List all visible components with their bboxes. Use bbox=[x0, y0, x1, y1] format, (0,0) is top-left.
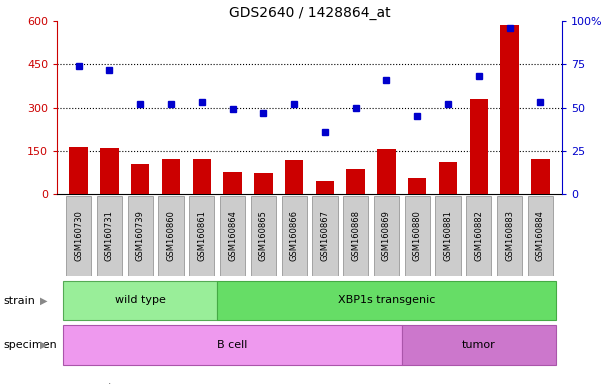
Text: GSM160869: GSM160869 bbox=[382, 210, 391, 261]
Bar bbox=[439, 162, 457, 194]
FancyBboxPatch shape bbox=[404, 195, 430, 276]
FancyBboxPatch shape bbox=[343, 195, 368, 276]
FancyBboxPatch shape bbox=[63, 281, 217, 320]
Bar bbox=[469, 99, 488, 194]
FancyBboxPatch shape bbox=[374, 195, 399, 276]
Bar bbox=[285, 160, 304, 194]
FancyBboxPatch shape bbox=[528, 195, 553, 276]
FancyBboxPatch shape bbox=[217, 281, 556, 320]
Text: B cell: B cell bbox=[218, 339, 248, 350]
Text: GSM160864: GSM160864 bbox=[228, 210, 237, 261]
Bar bbox=[224, 172, 242, 194]
FancyBboxPatch shape bbox=[127, 195, 153, 276]
Text: GSM160860: GSM160860 bbox=[166, 210, 175, 261]
Bar bbox=[131, 164, 150, 194]
Bar bbox=[531, 159, 550, 194]
Text: count: count bbox=[81, 383, 112, 384]
FancyBboxPatch shape bbox=[63, 325, 402, 364]
Bar bbox=[162, 159, 180, 194]
Text: tumor: tumor bbox=[462, 339, 496, 350]
Text: GSM160868: GSM160868 bbox=[351, 210, 360, 261]
Text: wild type: wild type bbox=[115, 295, 166, 306]
FancyBboxPatch shape bbox=[466, 195, 492, 276]
Text: GSM160867: GSM160867 bbox=[320, 210, 329, 261]
Bar bbox=[69, 147, 88, 194]
Bar bbox=[316, 181, 334, 194]
FancyBboxPatch shape bbox=[159, 195, 184, 276]
Bar bbox=[254, 173, 273, 194]
Bar bbox=[346, 169, 365, 194]
Text: GSM160883: GSM160883 bbox=[505, 210, 514, 261]
Text: ■: ■ bbox=[60, 381, 72, 384]
Text: GSM160865: GSM160865 bbox=[259, 210, 268, 261]
Text: GSM160731: GSM160731 bbox=[105, 210, 114, 261]
Text: GSM160881: GSM160881 bbox=[444, 210, 453, 261]
Text: GSM160861: GSM160861 bbox=[197, 210, 206, 261]
Text: GSM160739: GSM160739 bbox=[136, 210, 145, 261]
Text: GSM160882: GSM160882 bbox=[474, 210, 483, 261]
Text: XBP1s transgenic: XBP1s transgenic bbox=[338, 295, 435, 306]
FancyBboxPatch shape bbox=[189, 195, 215, 276]
FancyBboxPatch shape bbox=[497, 195, 522, 276]
Bar bbox=[192, 159, 211, 194]
Bar bbox=[100, 149, 118, 194]
Title: GDS2640 / 1428864_at: GDS2640 / 1428864_at bbox=[229, 6, 390, 20]
Bar bbox=[408, 178, 427, 194]
Text: GSM160880: GSM160880 bbox=[413, 210, 422, 261]
Text: GSM160884: GSM160884 bbox=[536, 210, 545, 261]
Bar bbox=[501, 25, 519, 194]
Text: strain: strain bbox=[3, 296, 35, 306]
Text: specimen: specimen bbox=[3, 340, 56, 350]
FancyBboxPatch shape bbox=[281, 195, 307, 276]
FancyBboxPatch shape bbox=[251, 195, 276, 276]
Text: ▶: ▶ bbox=[40, 296, 47, 306]
FancyBboxPatch shape bbox=[435, 195, 460, 276]
FancyBboxPatch shape bbox=[220, 195, 245, 276]
Text: GSM160730: GSM160730 bbox=[74, 210, 83, 261]
Text: GSM160866: GSM160866 bbox=[290, 210, 299, 261]
Text: ▶: ▶ bbox=[40, 340, 47, 350]
FancyBboxPatch shape bbox=[402, 325, 556, 364]
Bar bbox=[377, 149, 395, 194]
FancyBboxPatch shape bbox=[97, 195, 122, 276]
FancyBboxPatch shape bbox=[66, 195, 91, 276]
FancyBboxPatch shape bbox=[313, 195, 338, 276]
